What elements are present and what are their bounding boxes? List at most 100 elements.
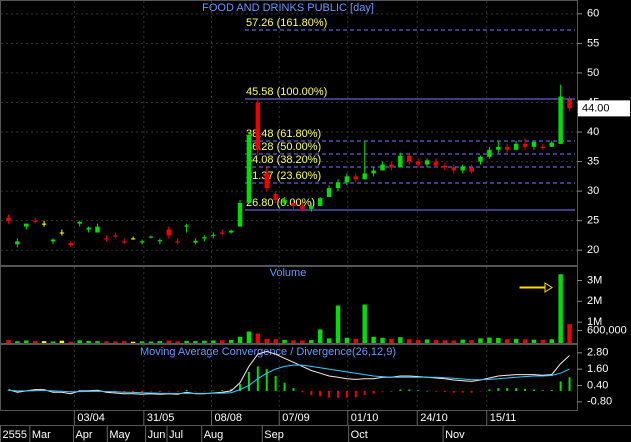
volume-bar [219, 340, 225, 343]
y-tick-label: 600,000 [587, 324, 627, 336]
macd-histogram-bar [51, 390, 54, 393]
candle-body [77, 221, 82, 224]
volume-bar [344, 337, 350, 343]
candle-body [291, 202, 296, 206]
month-label: Oct [351, 429, 368, 441]
macd-histogram-bar [408, 389, 411, 391]
candle-body [122, 241, 127, 243]
candle-body [255, 102, 261, 150]
macd-histogram-bar [158, 390, 161, 393]
volume-bar [211, 340, 216, 343]
macd-histogram-bar [559, 381, 562, 391]
month-label: Nov [445, 429, 465, 441]
month-label: Apr [75, 429, 92, 441]
volume-bar [487, 337, 492, 343]
y-tick-label: 60 [587, 8, 599, 20]
macd-histogram-bar [185, 389, 188, 391]
macd-histogram-bar [426, 390, 429, 392]
candle-body [273, 194, 278, 200]
macd-histogram-bar [452, 390, 455, 393]
candle-body [68, 243, 74, 246]
candle-body [513, 143, 519, 150]
macd-histogram-bar [167, 390, 170, 392]
candle-body [228, 230, 234, 233]
x-tick-label: 31/05 [147, 412, 175, 424]
volume-bar [139, 341, 145, 343]
volume-bar [558, 274, 563, 343]
month-label: Jun [148, 429, 166, 441]
macd-panel [0, 344, 578, 411]
macd-histogram-bar [532, 389, 535, 391]
y-tick-label: 1.60 [587, 363, 608, 375]
macd-histogram-bar [488, 389, 491, 391]
candle-body [433, 161, 439, 166]
volume-bar [513, 338, 519, 343]
volume-bar [478, 338, 483, 343]
candle-body [6, 217, 11, 221]
volume-bar [460, 339, 465, 343]
macd-histogram-bar [363, 390, 366, 396]
x-tick-label: 24/10 [420, 412, 448, 424]
volume-bar [549, 339, 554, 343]
y-tick-label: 25 [587, 215, 599, 227]
macd-histogram-bar [381, 390, 384, 392]
month-label: Aug [204, 429, 224, 441]
candle-body [407, 155, 412, 162]
y-tick-label: 20 [587, 244, 599, 256]
macd-histogram-bar [16, 390, 19, 393]
candle-body [104, 238, 109, 240]
macd-histogram-bar [434, 390, 437, 392]
macd-histogram-bar [497, 388, 500, 391]
macd-histogram-bar [132, 390, 135, 393]
candle-body [424, 160, 430, 165]
x-tick-label: 08/08 [215, 412, 243, 424]
volume-title: Volume [270, 267, 307, 279]
macd-histogram-bar [417, 390, 420, 391]
volume-bar [202, 340, 207, 343]
volume-bar [300, 340, 305, 343]
candle-body [139, 241, 145, 243]
macd-histogram-bar [292, 388, 295, 391]
y-tick-label: 50 [587, 67, 599, 79]
volume-bar [522, 339, 528, 343]
volume-bar [415, 339, 421, 343]
x-tick-label: 07/09 [282, 412, 310, 424]
candle-body [317, 198, 323, 206]
x-tick-label: 03/04 [77, 412, 105, 424]
candle-body [460, 166, 465, 171]
volume-bar [255, 333, 261, 343]
macd-histogram-bar [506, 388, 509, 391]
candle-body [50, 239, 56, 242]
candle-body [219, 232, 225, 234]
volume-bar [371, 336, 376, 343]
volume-bar [32, 340, 38, 343]
candle-body [309, 205, 314, 209]
candle-body [504, 146, 510, 150]
volume-bar [309, 340, 314, 343]
macd-histogram-bar [247, 371, 250, 391]
y-tick-label: 55 [587, 37, 599, 49]
volume-bar [166, 340, 171, 343]
y-tick-label: -0.80 [587, 396, 612, 408]
macd-histogram-bar [354, 390, 357, 398]
candle-body [344, 176, 350, 183]
macd-histogram-bar [230, 389, 233, 391]
volume-bar [380, 337, 385, 343]
volume-bar [353, 338, 359, 343]
fib-label: 34.08 (38.20%) [246, 154, 321, 166]
last-price-label: 44.00 [582, 102, 610, 114]
macd-histogram-bar [568, 377, 571, 391]
macd-histogram-bar [194, 390, 197, 392]
macd-histogram-bar [524, 388, 527, 391]
candle-body [193, 240, 198, 243]
candle-body [415, 161, 421, 165]
macd-histogram-bar [461, 390, 464, 393]
candle-body [59, 232, 65, 234]
macd-histogram-bar [541, 390, 544, 391]
macd-histogram-bar [470, 390, 473, 393]
volume-bar [175, 341, 180, 343]
volume-bar [407, 339, 412, 343]
volume-bar [77, 340, 82, 343]
candle-body [496, 146, 501, 150]
